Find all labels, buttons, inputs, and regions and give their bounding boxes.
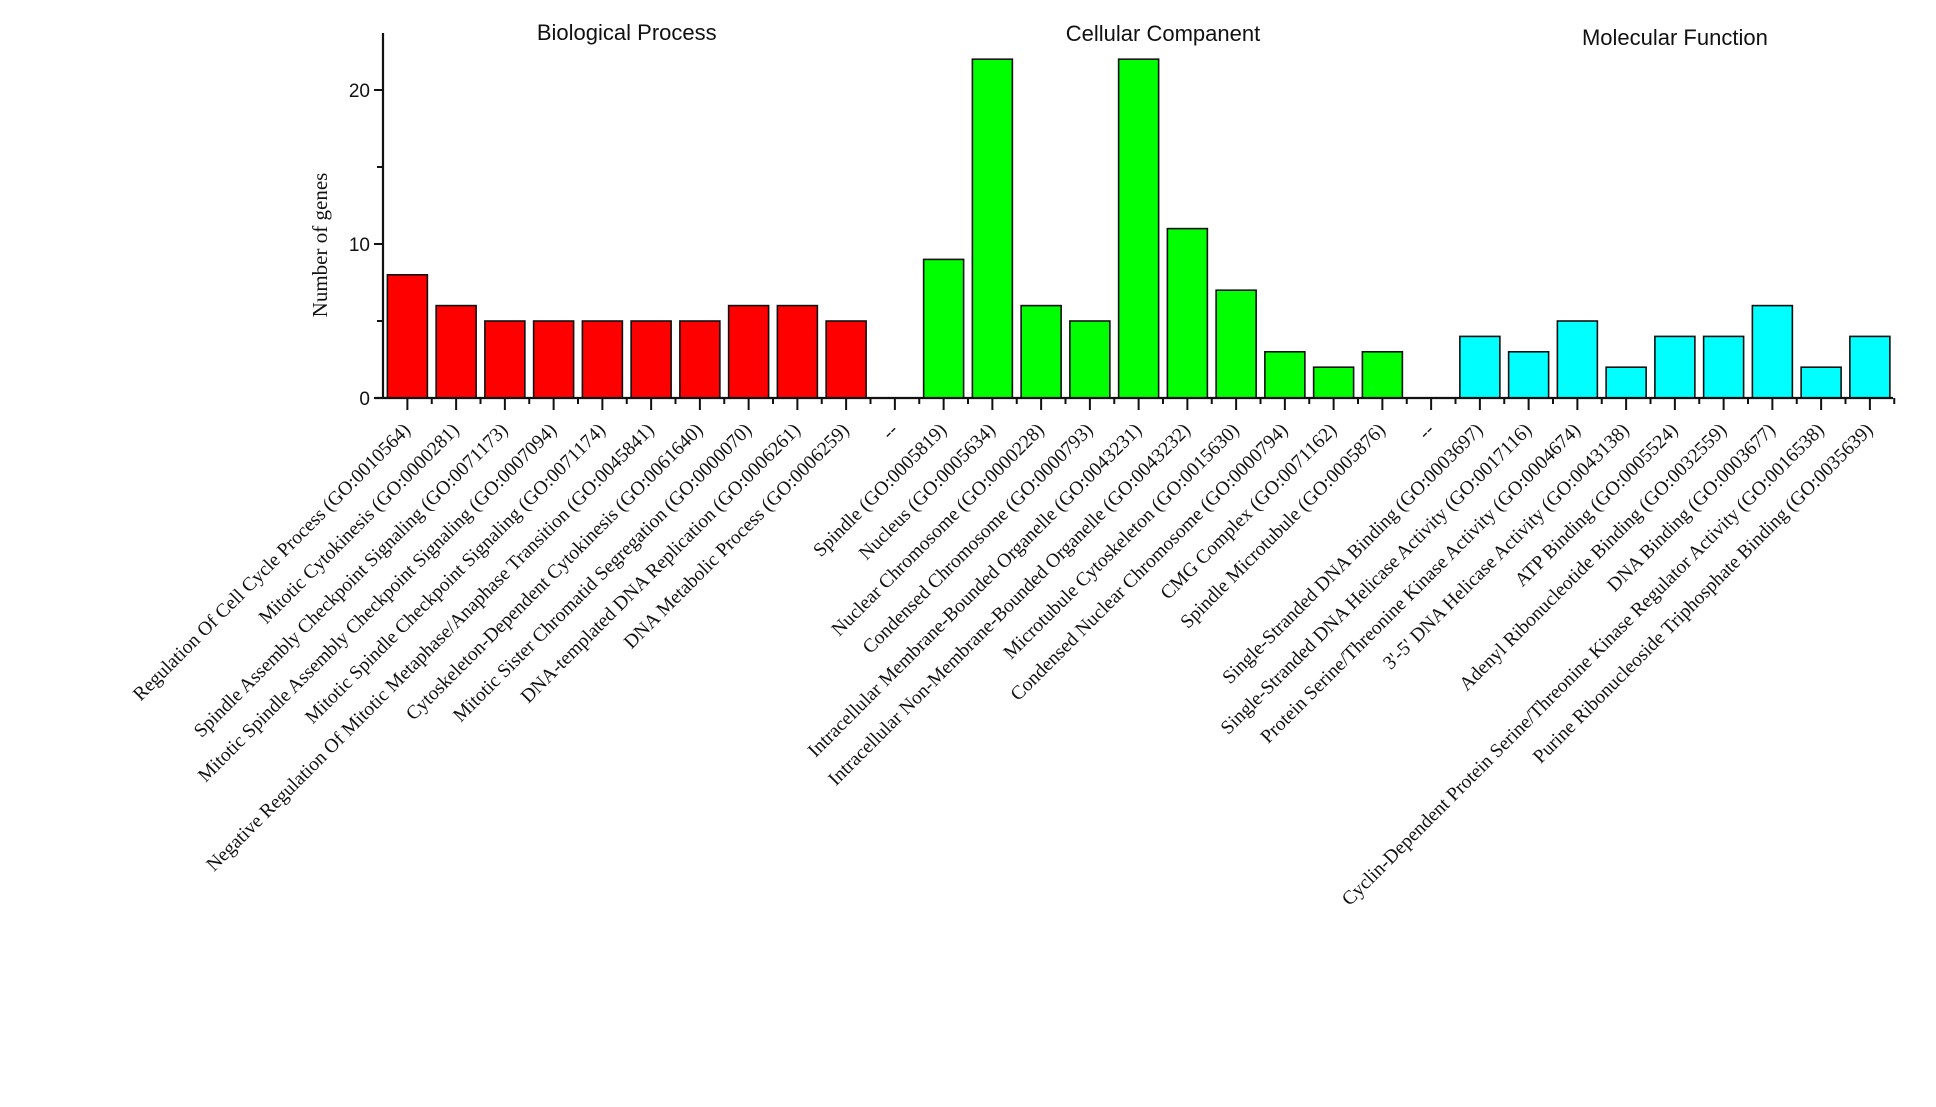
bar-molecular-function (1459, 335, 1501, 399)
x-tick-labels: Regulation Of Cell Cycle Process (GO:001… (129, 420, 1877, 910)
bar-cellular-companent (1215, 289, 1257, 399)
x-tick-label: Intracellular Membrane-Bounded Organelle… (804, 420, 1146, 762)
bar-biological-process (484, 320, 526, 399)
bar-cellular-companent (1117, 58, 1160, 399)
x-separator-label: -- (1415, 420, 1439, 444)
bar-biological-process (679, 320, 721, 399)
bar-cellular-companent (1264, 350, 1306, 399)
bar-cellular-companent (1166, 227, 1209, 399)
bar-cellular-companent (1312, 366, 1355, 399)
group-title: Biological Process (537, 20, 717, 45)
y-tick-label: 0 (359, 389, 370, 410)
bar-molecular-function (1751, 304, 1794, 399)
bar-cellular-companent (1361, 350, 1404, 399)
bar-molecular-function (1556, 320, 1599, 399)
bar-cellular-companent (922, 258, 965, 399)
group-title: Cellular Companent (1066, 21, 1260, 46)
bar-biological-process (386, 273, 429, 399)
y-tick-label: 10 (349, 235, 370, 256)
bar-molecular-function (1849, 335, 1891, 399)
y-axis-label: Number of genes (308, 173, 332, 318)
bar-biological-process (825, 320, 867, 399)
bars-layer (386, 58, 1891, 399)
y-ticks: 0 10 20 (349, 81, 383, 410)
group-title: Molecular Function (1582, 25, 1768, 50)
x-ticks (406, 398, 1896, 410)
bar-cellular-companent (1069, 320, 1111, 399)
bar-molecular-function (1605, 366, 1647, 399)
bar-molecular-function (1800, 366, 1842, 399)
bar-cellular-companent (971, 58, 1014, 399)
bar-biological-process (581, 320, 624, 399)
group-titles: Biological Process Cellular Companent Mole… (537, 20, 1768, 50)
x-separator-label: -- (878, 420, 902, 444)
bar-biological-process (532, 320, 575, 399)
x-tick-label: Mitotic Spindle Assembly Checkpoint Sign… (194, 420, 561, 787)
bar-biological-process (630, 320, 672, 399)
bar-molecular-function (1654, 335, 1696, 399)
bar-biological-process (776, 304, 819, 399)
bar-biological-process (727, 304, 770, 399)
bar-cellular-companent (1020, 304, 1062, 399)
bar-biological-process (435, 304, 477, 399)
axes-layer (375, 33, 1893, 400)
bar-molecular-function (1507, 350, 1550, 399)
bar-molecular-function (1702, 335, 1745, 399)
y-tick-label: 20 (349, 81, 370, 102)
